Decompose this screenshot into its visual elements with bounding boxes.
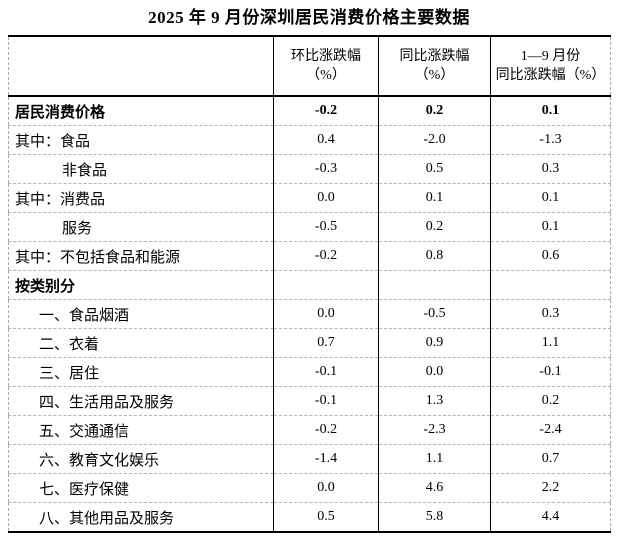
table-row: 服务 -0.5 0.2 0.1 [8, 212, 611, 242]
value-cell: -0.1 [273, 386, 379, 416]
value-cell: 0.5 [273, 502, 379, 532]
row-label: 六、教育文化娱乐 [39, 452, 160, 469]
row-label: 二、衣着 [39, 336, 100, 353]
value-cell: 0.2 [490, 386, 611, 416]
table-row: 其中：不包括食品和能源 -0.2 0.8 0.6 [8, 241, 611, 271]
value-cell: 1.1 [490, 328, 611, 358]
value-cell: -2.3 [378, 415, 491, 445]
table-row: 七、医疗保健 0.0 4.6 2.2 [8, 473, 611, 503]
table-row: 一、食品烟酒 0.0 -0.5 0.3 [8, 299, 611, 329]
value-cell: 4.4 [490, 502, 611, 532]
column-header-label [9, 36, 274, 96]
value-cell: -0.1 [490, 357, 611, 387]
value-cell: -1.4 [273, 444, 379, 474]
value-cell: 0.3 [490, 299, 611, 329]
table-row: 居民消费价格 -0.2 0.2 0.1 [8, 96, 611, 126]
value-cell: -0.3 [273, 154, 379, 184]
value-cell [378, 270, 491, 300]
value-cell: -0.5 [273, 212, 379, 242]
table-row: 八、其他用品及服务 0.5 5.8 4.4 [9, 502, 611, 532]
table-title: 2025 年 9 月份深圳居民消费价格主要数据 [148, 8, 470, 27]
value-cell: -0.2 [273, 241, 379, 271]
value-cell: -1.3 [490, 125, 611, 155]
row-label: 八、其他用品及服务 [39, 510, 175, 527]
value-cell: 4.6 [378, 473, 491, 503]
value-cell: 1.1 [378, 444, 491, 474]
value-cell: 0.8 [378, 241, 491, 271]
row-label: 居民消费价格 [15, 104, 106, 121]
row-label: 其中：消费品 [15, 191, 106, 208]
value-cell: 0.1 [378, 183, 491, 213]
row-label: 按类别分 [15, 278, 76, 295]
table-row: 二、衣着 0.7 0.9 1.1 [8, 328, 611, 358]
value-cell: 0.4 [273, 125, 379, 155]
cpi-table: 环比涨跌幅 （%） 同比涨跌幅 （%） 1—9 月份 同比涨跌幅（%） 居民消费… [8, 35, 611, 533]
value-cell [490, 270, 611, 300]
value-cell: -2.4 [490, 415, 611, 445]
table-row: 六、教育文化娱乐 -1.4 1.1 0.7 [8, 444, 611, 474]
table-row: 五、交通通信 -0.2 -2.3 -2.4 [8, 415, 611, 445]
header-mom-line2: （%） [306, 68, 346, 83]
value-cell: -0.2 [273, 96, 379, 126]
header-row: 环比涨跌幅 （%） 同比涨跌幅 （%） 1—9 月份 同比涨跌幅（%） [8, 36, 611, 96]
table-row: 按类别分 [8, 270, 611, 300]
value-cell: 1.3 [378, 386, 491, 416]
header-ytd-line1: 1—9 月份 [520, 49, 581, 64]
row-label: 其中：食品 [15, 133, 91, 150]
table-row: 其中：食品 0.4 -2.0 -1.3 [8, 125, 611, 155]
value-cell: 0.5 [378, 154, 491, 184]
column-header-mom: 环比涨跌幅 （%） [273, 36, 379, 96]
value-cell: 0.0 [273, 473, 379, 503]
row-label: 一、食品烟酒 [39, 307, 130, 324]
value-cell: 0.0 [273, 299, 379, 329]
value-cell [273, 270, 379, 300]
value-cell: -0.5 [378, 299, 491, 329]
row-label: 七、医疗保健 [39, 481, 130, 498]
row-label: 非食品 [62, 162, 108, 179]
value-cell: 0.1 [490, 183, 611, 213]
value-cell: 0.0 [378, 357, 491, 387]
value-cell: -0.2 [273, 415, 379, 445]
row-label: 服务 [62, 220, 93, 237]
table-row: 四、生活用品及服务 -0.1 1.3 0.2 [8, 386, 611, 416]
column-header-yoy: 同比涨跌幅 （%） [378, 36, 491, 96]
value-cell: -2.0 [378, 125, 491, 155]
header-mom-line1: 环比涨跌幅 [291, 49, 361, 64]
table-row: 三、居住 -0.1 0.0 -0.1 [8, 357, 611, 387]
value-cell: 0.9 [378, 328, 491, 358]
value-cell: 0.2 [378, 96, 491, 126]
value-cell: 0.7 [490, 444, 611, 474]
row-label: 三、居住 [39, 365, 100, 382]
row-label: 其中：不包括食品和能源 [15, 249, 181, 266]
value-cell: 5.8 [378, 502, 491, 532]
value-cell: 0.6 [490, 241, 611, 271]
value-cell: -0.1 [273, 357, 379, 387]
row-label: 五、交通通信 [39, 423, 130, 440]
header-ytd-line2: 同比涨跌幅（%） [495, 68, 606, 83]
table-row: 非食品 -0.3 0.5 0.3 [8, 154, 611, 184]
value-cell: 0.3 [490, 154, 611, 184]
table-row: 其中：消费品 0.0 0.1 0.1 [8, 183, 611, 213]
value-cell: 2.2 [490, 473, 611, 503]
value-cell: 0.1 [490, 96, 611, 126]
row-label: 四、生活用品及服务 [39, 394, 175, 411]
header-yoy-line2: （%） [414, 68, 455, 83]
value-cell: 0.2 [378, 212, 491, 242]
header-yoy-line1: 同比涨跌幅 [399, 49, 470, 64]
value-cell: 0.1 [490, 212, 611, 242]
column-header-ytd: 1—9 月份 同比涨跌幅（%） [490, 36, 611, 96]
value-cell: 0.7 [273, 328, 379, 358]
value-cell: 0.0 [273, 183, 379, 213]
